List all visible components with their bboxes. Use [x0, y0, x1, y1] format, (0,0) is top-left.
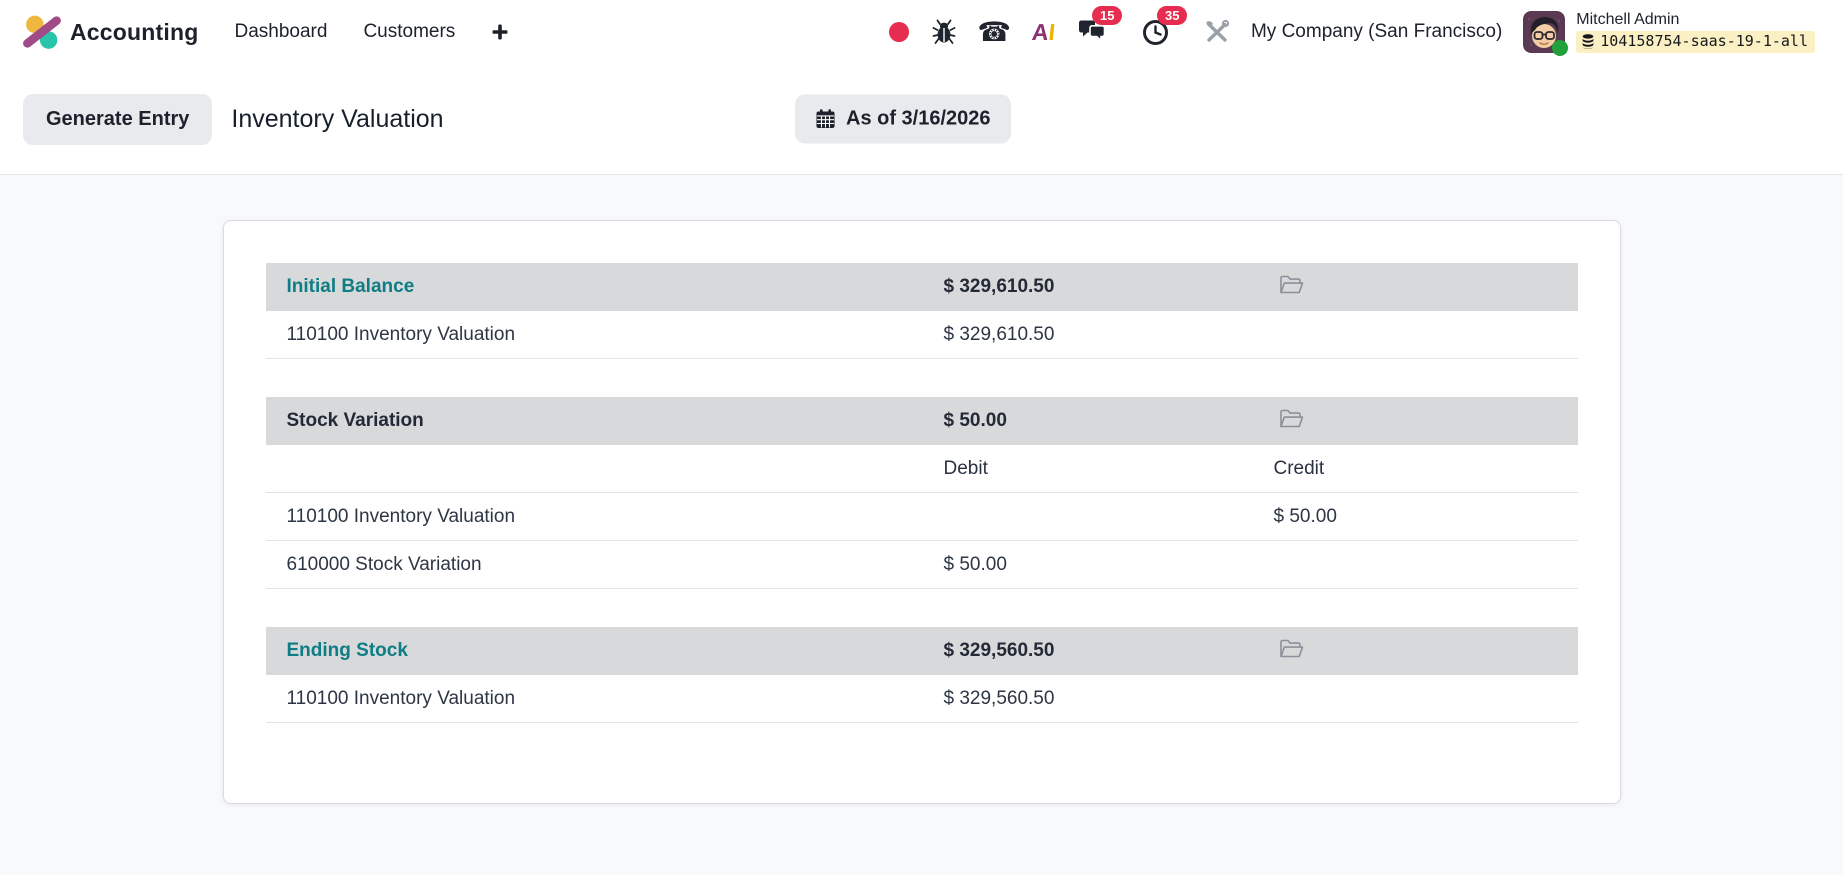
section-amount-cell: $ 329,610.50: [944, 276, 1274, 298]
section-amount: $ 50.00: [943, 410, 1007, 431]
as-of-date-button[interactable]: As of 3/16/2026: [795, 94, 1011, 144]
calendar-icon: [815, 109, 836, 130]
section-amount: $ 329,610.50: [943, 276, 1055, 297]
generate-entry-button[interactable]: Generate Entry: [23, 93, 213, 145]
section-title: Stock Variation: [286, 410, 424, 431]
activities-clock-icon: [1142, 19, 1169, 46]
section-spacer: [266, 589, 1578, 627]
tools-wrench-screwdriver-icon: [1204, 19, 1230, 45]
valuation-row: 610000 Stock Variation $ 50.00: [265, 541, 1578, 589]
account-cell: 110100 Inventory Valuation: [286, 687, 516, 709]
account-cell: 110100 Inventory Valuation: [286, 323, 516, 345]
activities-button[interactable]: 35: [1142, 6, 1188, 52]
user-menu[interactable]: Mitchell Admin 104158754-saas-19-1-all: [1523, 11, 1815, 56]
open-journal-entries-button[interactable]: [1274, 408, 1304, 429]
add-menu-button[interactable]: [491, 23, 509, 41]
section-actions-cell: [1274, 274, 1580, 300]
messages-count-badge: 15: [1091, 6, 1123, 25]
open-folder-icon: [1279, 408, 1304, 429]
app-switcher[interactable]: Accounting: [23, 13, 199, 51]
record-indicator-button[interactable]: [887, 12, 911, 52]
column-headers-row: Debit Credit: [265, 445, 1578, 493]
section-amount-cell: $ 329,560.50: [944, 640, 1274, 662]
plus-icon: [491, 23, 509, 41]
valuation-row: 110100 Inventory Valuation $ 329,610.50: [265, 311, 1578, 359]
user-name: Mitchell Admin: [1576, 11, 1680, 28]
open-journal-entries-button[interactable]: [1274, 274, 1304, 295]
systray: ☎ AI 15 35: [887, 6, 1815, 56]
menu-dashboard[interactable]: Dashboard: [234, 21, 328, 42]
account-cell: 610000 Stock Variation: [286, 553, 482, 575]
section-header-row: Ending Stock $ 329,560.50: [265, 627, 1580, 675]
section-title[interactable]: Ending Stock: [286, 640, 408, 661]
section-amount: $ 329,560.50: [943, 640, 1055, 661]
main-menu: Dashboard Customers: [235, 21, 510, 43]
section-header-row: Initial Balance $ 329,610.50: [265, 263, 1580, 311]
online-status-dot: [1552, 40, 1569, 56]
section-title-cell: Ending Stock: [266, 640, 944, 662]
bug-icon: [932, 19, 956, 45]
messages-button[interactable]: 15: [1077, 6, 1123, 52]
voip-phone-button[interactable]: ☎: [977, 12, 1011, 52]
debit-cell: $ 329,560.50: [943, 687, 1055, 709]
valuation-row: 110100 Inventory Valuation $ 329,560.50: [265, 675, 1578, 723]
valuation-table: Initial Balance $ 329,610.50 110100 Inven…: [265, 263, 1580, 723]
debit-cell: $ 50.00: [943, 553, 1007, 575]
database-name: 104158754-saas-19-1-all: [1600, 32, 1808, 50]
odoo-accounting-logo-icon: [23, 13, 61, 51]
control-panel: Generate Entry Inventory Valuation As of…: [0, 64, 1843, 175]
debit-column-header: Debit: [943, 457, 988, 479]
credit-cell: $ 50.00: [1273, 505, 1337, 527]
inventory-valuation-card: Initial Balance $ 329,610.50 110100 Inven…: [222, 220, 1621, 804]
phone-icon: ☎: [977, 16, 1011, 48]
section-title[interactable]: Initial Balance: [286, 276, 415, 297]
ai-assistant-button[interactable]: AI: [1031, 12, 1057, 52]
menu-customers[interactable]: Customers: [363, 21, 456, 42]
ai-icon: AI: [1031, 18, 1057, 45]
section-actions-cell: [1274, 638, 1580, 664]
avatar: [1523, 11, 1566, 53]
page-title: Inventory Valuation: [231, 104, 444, 133]
debit-cell: $ 329,610.50: [943, 323, 1055, 345]
open-folder-icon: [1279, 274, 1304, 295]
activities-count-badge: 35: [1156, 6, 1188, 25]
section-amount-cell: $ 50.00: [944, 410, 1274, 432]
debug-bug-button[interactable]: [932, 12, 956, 52]
section-title-cell: Initial Balance: [266, 276, 944, 298]
main-content: Initial Balance $ 329,610.50 110100 Inven…: [0, 175, 1843, 875]
record-dot-icon: [889, 22, 910, 42]
section-spacer: [266, 359, 1578, 397]
section-header-row: Stock Variation $ 50.00: [265, 397, 1580, 445]
open-journal-entries-button[interactable]: [1274, 638, 1304, 659]
database-badge: 104158754-saas-19-1-all: [1576, 31, 1815, 53]
tools-button[interactable]: [1204, 12, 1230, 52]
credit-column-header: Credit: [1273, 457, 1325, 479]
app-name: Accounting: [70, 18, 199, 45]
messages-chat-icon: [1077, 19, 1107, 45]
as-of-date-label: As of 3/16/2026: [846, 107, 991, 130]
database-icon: [1582, 34, 1594, 49]
section-title-cell: Stock Variation: [266, 410, 944, 432]
open-folder-icon: [1279, 638, 1304, 659]
account-cell: 110100 Inventory Valuation: [286, 505, 516, 527]
company-switcher[interactable]: My Company (San Francisco): [1250, 21, 1503, 42]
section-actions-cell: [1274, 408, 1580, 434]
valuation-row: 110100 Inventory Valuation $ 50.00: [265, 493, 1578, 541]
top-navbar: Accounting Dashboard Customers: [0, 0, 1843, 64]
